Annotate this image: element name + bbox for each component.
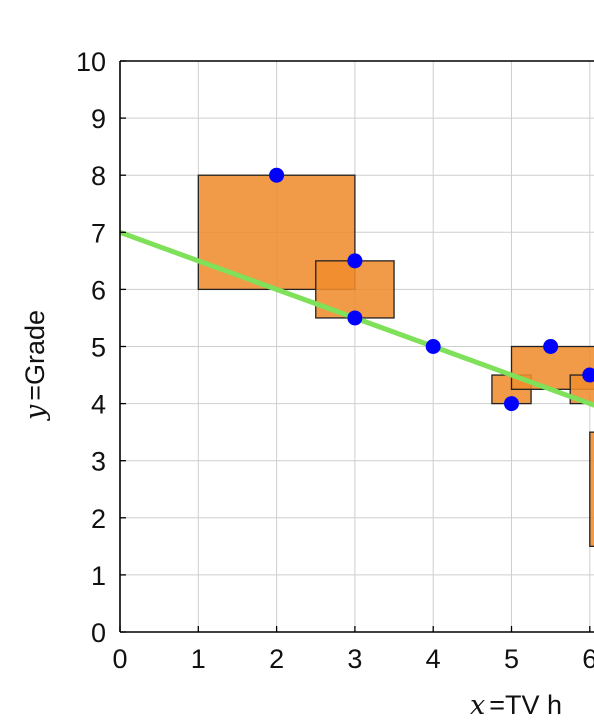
y-tick-label: 6 [91, 275, 106, 305]
x-tick-labels: 0 1 2 3 4 5 6 [112, 644, 594, 674]
x-tick-label: 5 [504, 644, 519, 674]
x-tick-label: 2 [269, 644, 284, 674]
x-tick-label: 0 [112, 644, 127, 674]
y-tick-label: 4 [91, 390, 106, 420]
y-axis-label: =Grade [20, 310, 50, 401]
axes [119, 60, 594, 633]
y-tick-label: 2 [91, 504, 106, 534]
data-points [269, 167, 594, 412]
x-tick-label: 3 [347, 644, 362, 674]
y-tick-label: 3 [91, 447, 106, 477]
y-tick-label: 9 [91, 104, 106, 134]
y-tick-label: 8 [91, 161, 106, 191]
x-tick-label: 1 [191, 644, 206, 674]
fit-line-group [120, 229, 594, 408]
data-point [504, 396, 519, 412]
y-tick-label: 1 [91, 561, 106, 591]
data-point [347, 310, 363, 326]
x-tick-label: 4 [426, 644, 441, 674]
y-axis-variable: y [20, 404, 51, 421]
data-point [269, 167, 285, 183]
data-point [425, 339, 441, 354]
data-point [582, 367, 594, 383]
x-axis-title: x =TV h [470, 690, 562, 721]
y-tick-labels: 0 1 2 3 4 5 6 7 8 9 10 [76, 47, 106, 648]
y-tick-label: 7 [91, 218, 106, 248]
y-axis-title: y =Grade [20, 310, 51, 421]
residual-squares [197, 174, 594, 547]
y-tick-label: 10 [76, 47, 106, 77]
x-axis-variable: x [470, 690, 485, 721]
fit-line [120, 229, 594, 408]
x-axis-label: =TV h [489, 690, 562, 720]
data-point [543, 339, 559, 354]
residual-square [589, 431, 594, 547]
y-tick-label: 5 [91, 333, 106, 363]
x-tick-label: 6 [582, 644, 594, 674]
data-point [347, 253, 363, 269]
y-tick-label: 0 [91, 618, 106, 648]
